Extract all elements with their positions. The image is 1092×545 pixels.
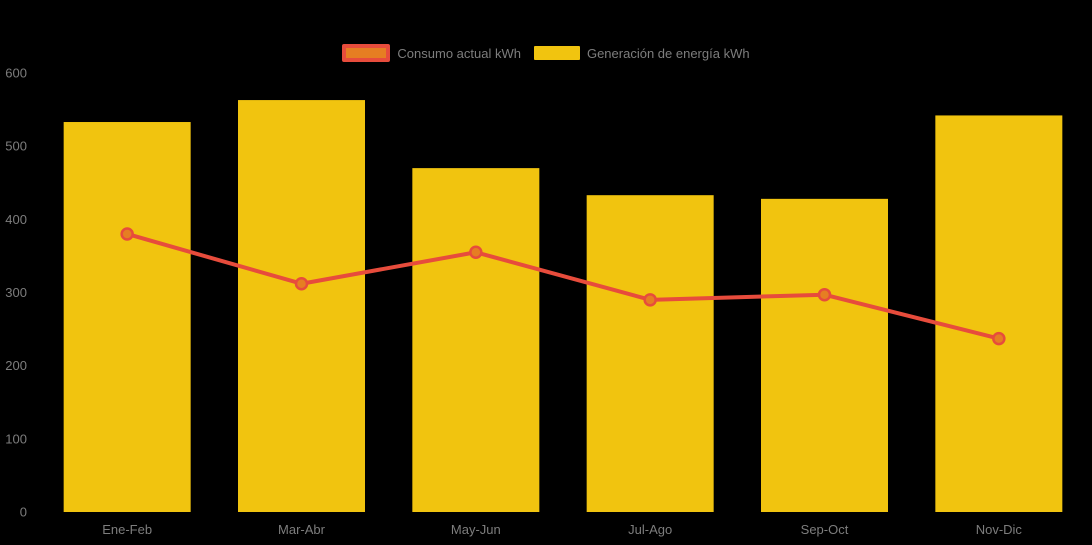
x-axis-category-label: Mar-Abr xyxy=(278,522,326,537)
y-axis-tick-label: 400 xyxy=(5,212,27,227)
legend-label-generacion: Generación de energía kWh xyxy=(586,45,750,61)
y-axis-tick-label: 600 xyxy=(5,66,27,81)
generacion-bar-swatch-icon xyxy=(533,46,580,60)
x-axis-category-label: Sep-Oct xyxy=(801,522,849,537)
legend-label-consumo: Consumo actual kWh xyxy=(397,45,521,61)
x-axis-category-label: Ene-Feb xyxy=(102,522,152,537)
legend-item-generacion[interactable]: Generación de energía kWh xyxy=(533,45,750,61)
bar-Jul-Ago[interactable] xyxy=(586,195,714,512)
chart-legend: Consumo actual kWh Generación de energía… xyxy=(0,44,1092,62)
y-axis-tick-label: 500 xyxy=(5,139,27,154)
y-axis-tick-label: 0 xyxy=(20,505,27,520)
line-point-Mar-Abr[interactable] xyxy=(294,276,309,291)
consumption-line[interactable] xyxy=(125,231,1001,341)
line-point-Sep-Oct[interactable] xyxy=(817,287,832,302)
y-axis-tick-label: 200 xyxy=(5,358,27,373)
bar-Sep-Oct[interactable] xyxy=(761,198,888,512)
legend-item-consumo[interactable]: Consumo actual kWh xyxy=(342,44,521,62)
x-axis-category-label: Nov-Dic xyxy=(976,522,1023,537)
consumo-line-swatch-icon xyxy=(342,44,391,62)
x-axis-category-label: May-Jun xyxy=(451,522,501,537)
line-point-Jul-Ago[interactable] xyxy=(643,293,657,307)
line-point-Ene-Feb[interactable] xyxy=(120,227,134,241)
y-axis-tick-label: 100 xyxy=(5,431,27,446)
x-axis-category-label: Jul-Ago xyxy=(628,522,672,537)
bar-Ene-Feb[interactable] xyxy=(63,122,191,512)
line-point-May-Jun[interactable] xyxy=(469,245,483,260)
y-axis-tick-label: 300 xyxy=(5,285,27,300)
line-point-Nov-Dic[interactable] xyxy=(992,331,1006,346)
bar-Mar-Abr[interactable] xyxy=(238,100,365,513)
bar-May-Jun[interactable] xyxy=(412,168,540,512)
bar-Nov-Dic[interactable] xyxy=(935,115,1063,512)
